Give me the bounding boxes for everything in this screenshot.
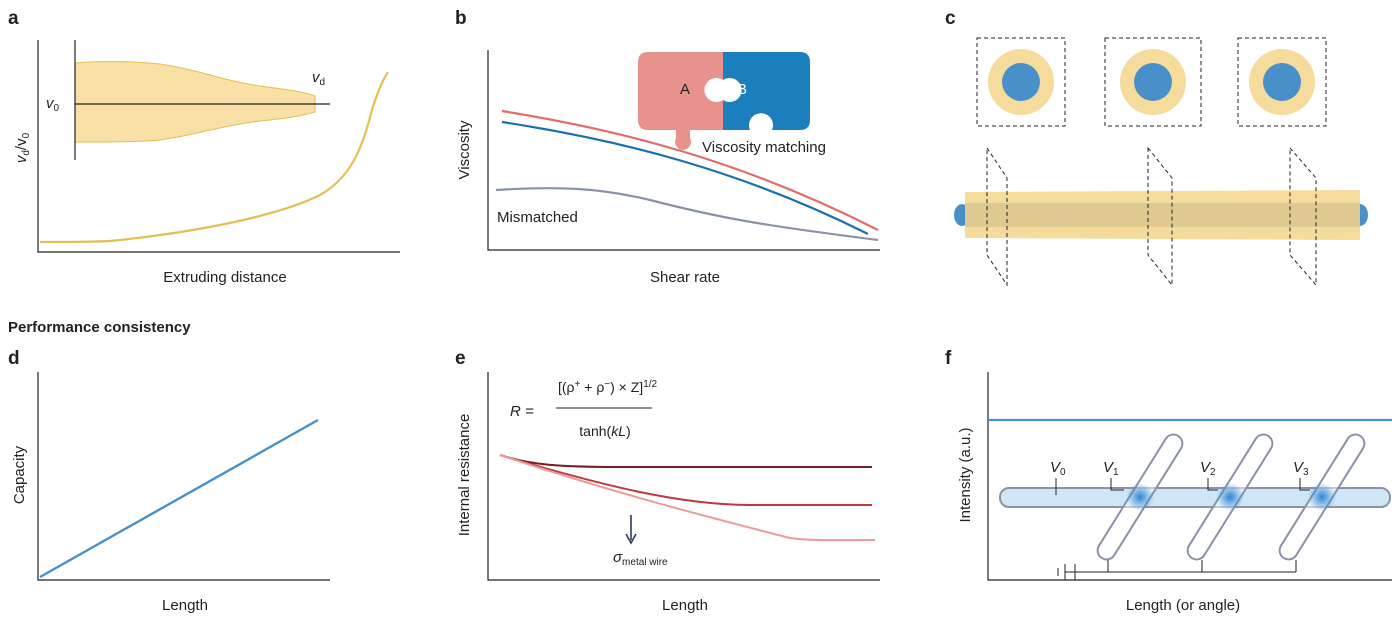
x-axis-label: Length (or angle) bbox=[1126, 597, 1240, 614]
panel-c: c bbox=[945, 8, 1368, 285]
line bbox=[40, 420, 318, 577]
circuit bbox=[1058, 560, 1296, 580]
formula-lhs: R = bbox=[510, 403, 534, 420]
node-label: V3 bbox=[1293, 459, 1309, 478]
panel-label: a bbox=[8, 8, 19, 29]
x-axis-label: Length bbox=[162, 597, 208, 614]
x-axis-label: Extruding distance bbox=[163, 269, 286, 286]
inset-label: vd bbox=[312, 69, 325, 88]
panel-label: b bbox=[455, 8, 467, 29]
formula-numerator: [(ρ+ + ρ−) × Z]1/2 bbox=[558, 379, 658, 395]
panel-e: e R = [(ρ+ + ρ−) × Z]1/2 tanh(kL) σmetal… bbox=[455, 348, 880, 614]
puzzle-a bbox=[638, 52, 723, 150]
curve bbox=[500, 455, 872, 467]
panel-label: c bbox=[945, 8, 956, 29]
y-axis-label: Internal resistance bbox=[456, 414, 473, 537]
node-label: V2 bbox=[1200, 459, 1216, 478]
puzzle-label: A bbox=[680, 81, 690, 98]
panel-d: d Length Capacity bbox=[8, 348, 330, 614]
node-label: V0 bbox=[1050, 459, 1066, 478]
panel-b: b A B Viscosity matching Mismatched Shea… bbox=[455, 8, 880, 286]
curve bbox=[500, 455, 872, 505]
formula-denominator: tanh(kL) bbox=[579, 423, 630, 439]
inset-label: v0 bbox=[46, 95, 60, 114]
panel-label: e bbox=[455, 348, 466, 369]
y-axis-label: Viscosity bbox=[456, 120, 473, 179]
y-axis-label: Intensity (a.u.) bbox=[957, 427, 974, 522]
x-axis-label: Shear rate bbox=[650, 269, 720, 286]
y-axis-label: Capacity bbox=[11, 445, 28, 504]
x-axis-label: Length bbox=[662, 597, 708, 614]
arrow bbox=[626, 515, 636, 543]
axes bbox=[38, 372, 330, 580]
node-label: V1 bbox=[1103, 459, 1119, 478]
inset-shape bbox=[75, 61, 315, 142]
panel-label: d bbox=[8, 348, 20, 369]
y-axis-label: vd/v0 bbox=[13, 132, 32, 163]
section-title: Performance consistency bbox=[8, 319, 191, 336]
axes bbox=[488, 372, 880, 580]
panel-f: f V0 V1 V2 V3 Length (or angle) Intensit… bbox=[945, 348, 1392, 614]
annotation: Mismatched bbox=[497, 209, 578, 226]
panel-label: f bbox=[945, 348, 952, 369]
figure: a v0 vd Extruding distance vd/v0 b A B V… bbox=[0, 0, 1392, 617]
puzzle-label: B bbox=[737, 81, 747, 98]
arrow-label: σmetal wire bbox=[613, 549, 668, 568]
panel-a: a v0 vd Extruding distance vd/v0 bbox=[8, 8, 400, 286]
annotation: Viscosity matching bbox=[702, 139, 826, 156]
